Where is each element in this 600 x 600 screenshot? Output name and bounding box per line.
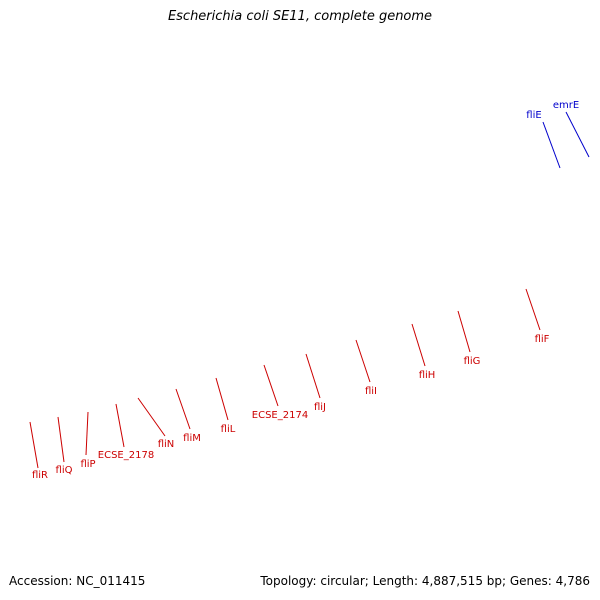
accession-label: Accession: NC_011415 [9,574,146,588]
gene-label-flii: fliI [365,386,377,397]
gene-label-flin: fliN [158,439,175,450]
leader-line-flil [215,377,229,421]
leader-line-emre [565,111,590,158]
leader-line-flir [29,421,39,469]
leader-line-flii [355,339,371,383]
gene-label-flip: fliP [80,459,95,470]
leader-line-flij [305,353,321,399]
leader-line-flif [525,288,541,331]
gene-label-ecse-2178: ECSE_2178 [98,450,154,461]
gene-label-flir: fliR [32,470,48,481]
gene-label-flie: fliE [526,110,541,121]
leader-line-ecse-2174 [263,364,279,407]
gene-label-flil: fliL [221,424,236,435]
gene-label-emre: emrE [553,100,579,111]
gene-label-fliq: fliQ [56,465,73,476]
leader-line-flin [137,397,166,437]
leader-line-flih [411,323,426,367]
gene-label-flih: fliH [419,370,436,381]
leader-line-ecse-2178 [115,403,125,448]
gene-label-flig: fliG [464,356,481,367]
leader-line-flip [85,411,89,456]
map-title: Escherichia coli SE11, complete genome [167,9,433,24]
leader-line-flig [457,310,471,353]
gene-label-flif: fliF [535,334,550,345]
gene-label-flij: fliJ [314,402,326,413]
leader-line-flie [542,121,561,169]
gene-label-ecse-2174: ECSE_2174 [252,410,308,421]
topology-label: Topology: circular; Length: 4,887,515 bp… [260,574,590,588]
leader-line-fliq [57,416,65,463]
gene-label-flim: fliM [183,433,201,444]
leader-line-flim [175,388,191,430]
